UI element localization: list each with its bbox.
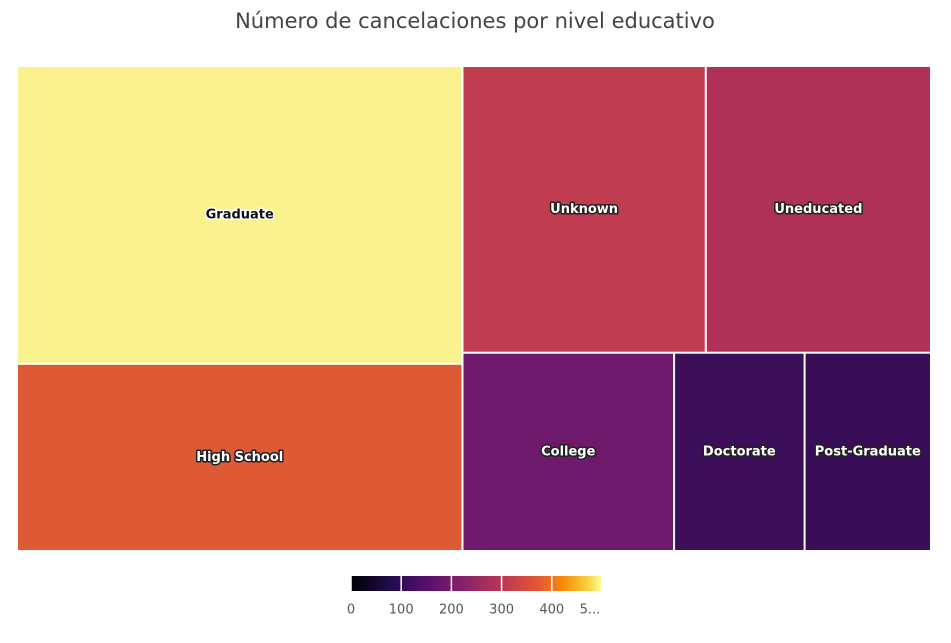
- tile: [17, 66, 463, 364]
- colorbar-tick-label: 100: [389, 603, 414, 618]
- colorbar-tick-label: 0: [347, 603, 355, 618]
- tile: [462, 352, 675, 552]
- colorbar: [351, 576, 602, 591]
- colorbar-tick-label: 400: [539, 603, 564, 618]
- tile-label: Post-Graduate: [815, 444, 921, 459]
- tile: [804, 352, 932, 552]
- tile: [17, 363, 463, 552]
- chart-title: Número de cancelaciones por nivel educat…: [235, 9, 715, 33]
- tile-label: Uneducated: [774, 202, 862, 217]
- colorbar-tick-label: 5...: [580, 603, 601, 618]
- tile-label: Unknown: [550, 202, 618, 217]
- tile: [705, 66, 932, 353]
- tile-label: Graduate: [206, 207, 274, 222]
- colorbar-tick-label: 200: [439, 603, 464, 618]
- tile-label: High School: [196, 450, 283, 465]
- tile: [674, 352, 805, 552]
- tile: [462, 66, 706, 353]
- tile-label: College: [541, 444, 596, 459]
- colorbar-tick-label: 300: [489, 603, 514, 618]
- tile-label: Doctorate: [703, 444, 776, 459]
